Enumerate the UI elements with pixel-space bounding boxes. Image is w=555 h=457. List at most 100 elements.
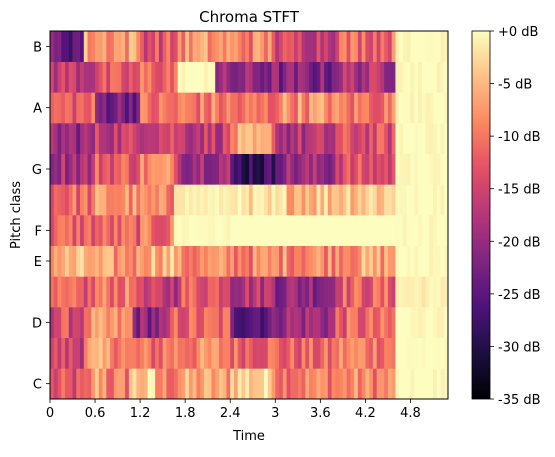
heatmap-cell-F-3.10 (282, 215, 287, 246)
heatmap-cell-D-3.00 (275, 307, 280, 338)
heatmap-cell-A-1.40 (155, 92, 160, 124)
heatmap-cell-D#-5.15 (436, 276, 441, 308)
heatmap-cell-F#-2.60 (245, 184, 250, 216)
heatmap-cell-C-1.70 (177, 368, 182, 400)
heatmap-cell-G#-2.90 (267, 123, 272, 154)
heatmap-cell-A-5.10 (432, 92, 438, 124)
heatmap-cell-C#-0.25 (68, 337, 73, 369)
heatmap-cell-A#-2.75 (256, 61, 261, 93)
heatmap-cell-G-0.45 (83, 153, 88, 185)
heatmap-cell-G#-4.70 (402, 123, 408, 154)
heatmap-cell-A-4.90 (417, 92, 423, 124)
heatmap-cell-C#-2.90 (267, 337, 272, 369)
heatmap-cell-G#-2.65 (249, 123, 254, 154)
heatmap-cell-C-0.40 (80, 368, 85, 400)
heatmap-cell-G#-1.35 (151, 123, 156, 154)
heatmap-cell-G-3.90 (342, 153, 348, 185)
heatmap-cell-F-2.85 (264, 215, 269, 246)
heatmap-cell-B-4.55 (391, 31, 396, 62)
heatmap-cell-G#-0.70 (102, 123, 107, 154)
heatmap-cell-G-4.55 (391, 153, 396, 185)
heatmap-cell-G#-1.00 (125, 123, 130, 154)
heatmap-cell-A-0.65 (98, 92, 103, 124)
heatmap-cell-G#-4.75 (406, 123, 411, 154)
heatmap-cell-E-4.55 (391, 245, 396, 277)
heatmap-cell-C#-1.85 (188, 337, 194, 369)
heatmap-cell-C-5.20 (440, 368, 445, 400)
heatmap-cell-C#-2.80 (260, 337, 265, 369)
heatmap-cell-E-4.75 (406, 245, 411, 277)
heatmap-cell-D-0.50 (87, 307, 92, 338)
heatmap-cell-A-4.75 (406, 92, 411, 124)
heatmap-cell-C-5.15 (436, 368, 441, 400)
heatmap-cell-C#-4.90 (417, 337, 423, 369)
heatmap-cell-B-3.75 (331, 31, 336, 62)
heatmap-cell-C-2.45 (233, 368, 239, 400)
heatmap-cell-C#-0.80 (110, 337, 115, 369)
heatmap-cell-D-4.55 (391, 307, 396, 338)
heatmap-cell-E-3.35 (301, 245, 306, 277)
heatmap-cell-A-2.50 (237, 92, 242, 124)
heatmap-cell-G-3.00 (275, 153, 280, 185)
heatmap-cell-F-1.00 (125, 215, 130, 246)
heatmap-cell-B-3.55 (316, 31, 321, 62)
heatmap-cell-G-1.35 (151, 153, 156, 185)
heatmap-cell-A-4.25 (369, 92, 374, 124)
heatmap-cell-A-1.15 (136, 92, 141, 124)
heatmap-cell-D-0.90 (117, 307, 122, 338)
heatmap-cell-A#-3.70 (327, 61, 332, 93)
heatmap-cell-A-2.40 (230, 92, 235, 124)
heatmap-cell-F#-3.70 (327, 184, 332, 216)
heatmap-cell-C-2.90 (267, 368, 272, 400)
heatmap-cell-B-2.25 (218, 31, 224, 62)
heatmap-cell-G#-1.80 (185, 123, 190, 154)
heatmap-cell-C-4.45 (384, 368, 389, 400)
heatmap-cell-A#-1.80 (185, 61, 190, 93)
heatmap-cell-C-3.65 (324, 368, 329, 400)
heatmap-cell-G-4.20 (365, 153, 370, 185)
heatmap-cell-G-2.35 (226, 153, 231, 185)
heatmap-cell-D-4.85 (414, 307, 419, 338)
heatmap-cell-D-4.75 (406, 307, 411, 338)
heatmap-cell-C#-4.05 (354, 337, 359, 369)
heatmap-cell-D#-0.25 (68, 276, 73, 308)
heatmap-cell-B-1.05 (128, 31, 133, 62)
heatmap-cell-C#-3.45 (309, 337, 314, 369)
heatmap-cell-F-3.20 (290, 215, 295, 246)
heatmap-cell-F-3.65 (324, 215, 329, 246)
heatmap-cell-F#-2.20 (215, 184, 220, 216)
heatmap-cell-G#-0.25 (68, 123, 73, 154)
heatmap-cell-A-5.20 (440, 92, 445, 124)
chart-title: Chroma STFT (199, 8, 300, 26)
heatmap-cell-D#-1.10 (132, 276, 137, 308)
heatmap-cell-B-4.45 (384, 31, 389, 62)
heatmap-cell-F-0.80 (110, 215, 115, 246)
heatmap-cell-F#-5.20 (440, 184, 445, 216)
heatmap-cell-E-4.90 (417, 245, 423, 277)
heatmap-cell-C#-5.20 (440, 337, 445, 369)
heatmap-cell-D-1.10 (132, 307, 137, 338)
heatmap-cell-E-4.15 (361, 245, 366, 277)
heatmap-cell-A-3.60 (320, 92, 325, 124)
heatmap-cell-A#-1.05 (128, 61, 133, 93)
heatmap-cell-D#-0.05 (53, 276, 58, 308)
heatmap-cell-E-0.55 (91, 245, 96, 277)
heatmap-cell-E-2.85 (264, 245, 269, 277)
heatmap-cell-D#-2.95 (271, 276, 276, 308)
heatmap-cell-C-2.95 (271, 368, 276, 400)
heatmap-cell-D-3.40 (305, 307, 310, 338)
heatmap-cell-D-0.00 (50, 307, 55, 338)
heatmap-cell-G-5.25 (444, 153, 449, 185)
heatmap-cell-G#-0.85 (113, 123, 118, 154)
heatmap-cell-E-3.30 (297, 245, 302, 277)
heatmap-cell-C#-0.90 (117, 337, 122, 369)
heatmap-cell-G-2.65 (249, 153, 254, 185)
heatmap-cell-C-4.50 (387, 368, 393, 400)
heatmap-cell-B-5.05 (429, 31, 434, 62)
heatmap-cell-E-4.35 (376, 245, 381, 277)
heatmap-cell-C#-1.75 (181, 337, 186, 369)
heatmap-cell-E-4.95 (421, 245, 426, 277)
heatmap-cell-C#-1.20 (140, 337, 145, 369)
heatmap-cell-A#-4.50 (387, 61, 393, 93)
heatmap-cell-F-2.60 (245, 215, 250, 246)
